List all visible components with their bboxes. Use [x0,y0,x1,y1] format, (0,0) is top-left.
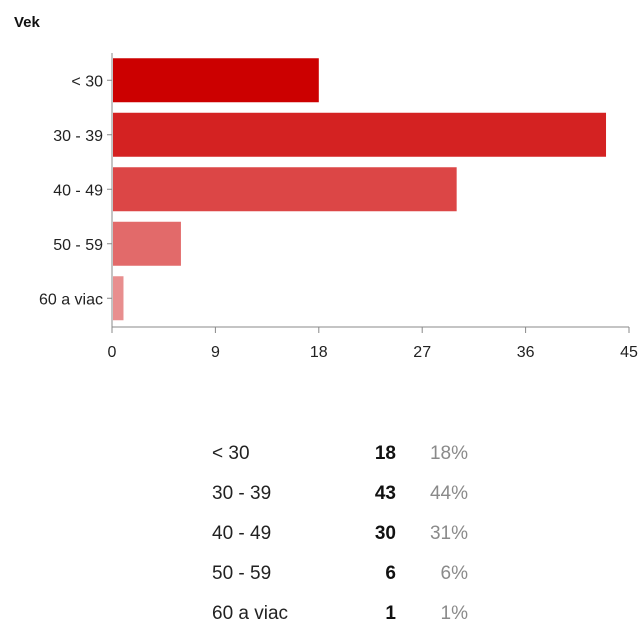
summary-label: < 30 [212,443,250,464]
summary-label: 30 - 39 [212,483,272,504]
summary-label: 40 - 49 [212,523,272,544]
summary-count: 6 [385,563,396,584]
y-tick-label-2: 30 - 39 [53,128,103,145]
summary-label: 60 a viac [212,603,289,624]
summary-count: 30 [374,523,396,544]
summary-table: < 30 18 18% 30 - 39 43 44% 40 - 49 30 31% 50 - 59… [212,434,468,634]
summary-percent: 1% [440,603,468,624]
summary-row: 50 - 59 6 6% [212,554,468,594]
bar-3 [113,167,457,212]
summary-percent: 44% [429,483,468,504]
bar-4 [113,221,181,266]
x-tick-label-2: 9 [211,344,220,361]
y-tick-label-1: < 30 [71,73,103,90]
x-tick-label-4: 27 [413,344,431,361]
x-tick-label-5: 36 [517,344,535,361]
summary-row: 30 - 39 43 44% [212,474,468,514]
summary-percent: 31% [429,523,468,544]
bar-2 [113,112,607,157]
bar-1 [113,58,319,103]
x-tick-label-6: 45 [620,344,638,361]
bar-5 [113,276,124,321]
x-tick-label-3: 18 [310,344,328,361]
summary-count: 18 [374,443,396,464]
bar-chart: < 30 30 - 39 40 - 49 50 - 59 60 a viac 0 9 18 27… [39,53,638,361]
summary-percent: 18% [429,443,468,464]
chart-title: Vek [14,14,40,31]
y-tick-label-5: 60 a viac [39,291,103,308]
summary-label: 50 - 59 [212,563,272,584]
summary-count: 1 [385,603,396,624]
summary-row: 60 a viac 1 1% [212,594,468,634]
summary-row: 40 - 49 30 31% [212,514,468,554]
summary-row: < 30 18 18% [212,434,468,474]
y-tick-label-4: 50 - 59 [53,237,103,254]
y-tick-label-3: 40 - 49 [53,182,103,199]
summary-count: 43 [374,483,396,504]
summary-percent: 6% [440,563,468,584]
x-tick-label-1: 0 [108,344,117,361]
